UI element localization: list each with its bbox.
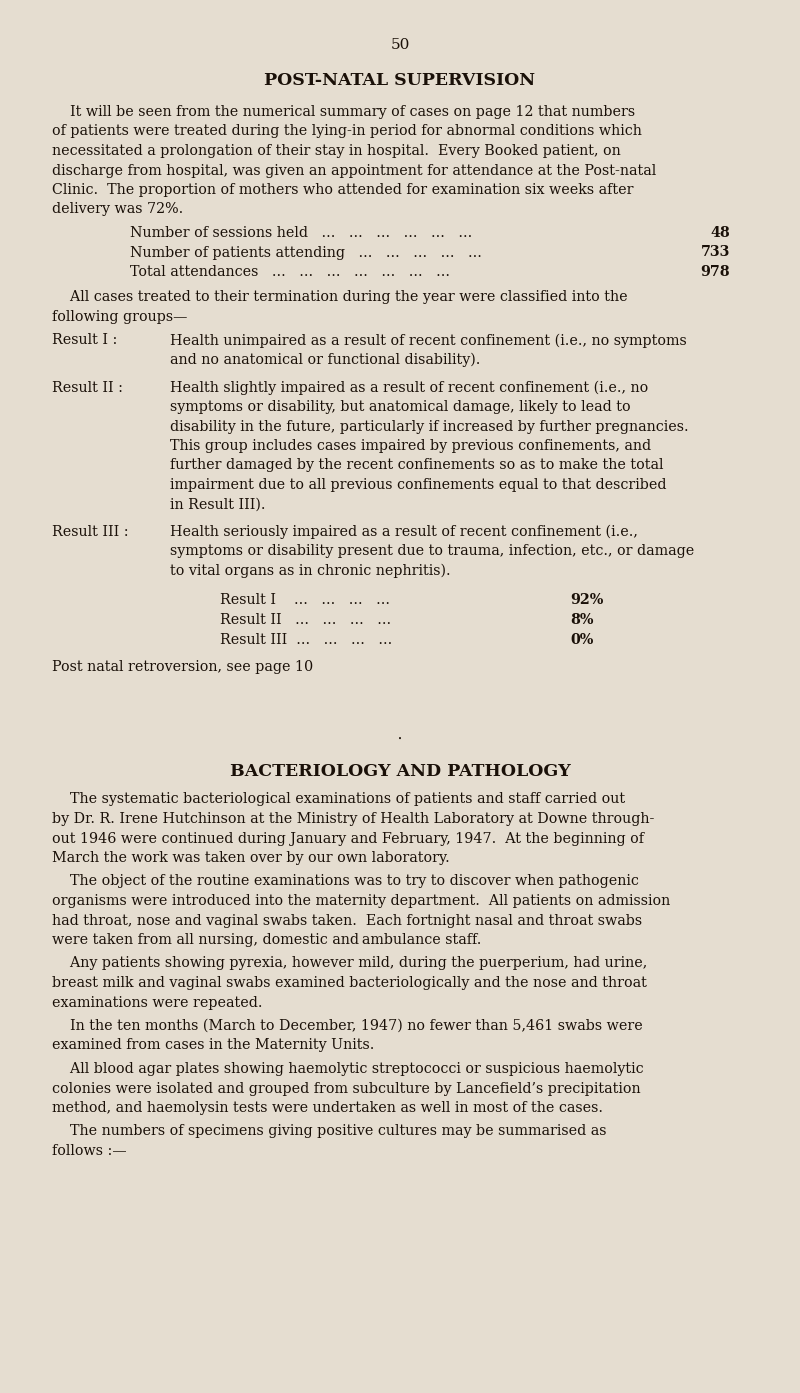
Text: Any patients showing pyrexia, however mild, during the puerperium, had urine,: Any patients showing pyrexia, however mi… [52, 957, 647, 971]
Text: All blood agar plates showing haemolytic streptococci or suspicious haemolytic: All blood agar plates showing haemolytic… [52, 1061, 644, 1075]
Text: necessitated a prolongation of their stay in hospital.  Every Booked patient, on: necessitated a prolongation of their sta… [52, 143, 621, 157]
Text: were taken from all nursing, domestic and ambulance staff.: were taken from all nursing, domestic an… [52, 933, 482, 947]
Text: by Dr. R. Irene Hutchinson at the Ministry of Health Laboratory at Downe through: by Dr. R. Irene Hutchinson at the Minist… [52, 812, 654, 826]
Text: Number of patients attending   ...   ...   ...   ...   ...: Number of patients attending ... ... ...… [130, 245, 482, 259]
Text: of patients were treated during the lying-in period for abnormal conditions whic: of patients were treated during the lyin… [52, 124, 642, 138]
Text: This group includes cases impaired by previous confinements, and: This group includes cases impaired by pr… [170, 439, 651, 453]
Text: The numbers of specimens giving positive cultures may be summarised as: The numbers of specimens giving positive… [52, 1124, 606, 1138]
Text: Post natal retroversion, see page 10: Post natal retroversion, see page 10 [52, 660, 314, 674]
Text: Health slightly impaired as a result of recent confinement (i.e., no: Health slightly impaired as a result of … [170, 380, 648, 394]
Text: Clinic.  The proportion of mothers who attended for examination six weeks after: Clinic. The proportion of mothers who at… [52, 182, 634, 196]
Text: delivery was 72%.: delivery was 72%. [52, 202, 183, 216]
Text: and no anatomical or functional disability).: and no anatomical or functional disabili… [170, 352, 480, 368]
Text: symptoms or disability, but anatomical damage, likely to lead to: symptoms or disability, but anatomical d… [170, 400, 630, 414]
Text: 733: 733 [701, 245, 730, 259]
Text: 92%: 92% [570, 593, 603, 607]
Text: It will be seen from the numerical summary of cases on page 12 that numbers: It will be seen from the numerical summa… [52, 104, 635, 118]
Text: follows :—: follows :— [52, 1144, 126, 1158]
Text: BACTERIOLOGY AND PATHOLOGY: BACTERIOLOGY AND PATHOLOGY [230, 762, 570, 780]
Text: 8%: 8% [570, 613, 594, 627]
Text: Result III  ...   ...   ...   ...: Result III ... ... ... ... [220, 632, 392, 646]
Text: Result III :: Result III : [52, 525, 129, 539]
Text: to vital organs as in chronic nephritis).: to vital organs as in chronic nephritis)… [170, 564, 450, 578]
Text: examined from cases in the Maternity Units.: examined from cases in the Maternity Uni… [52, 1039, 374, 1053]
Text: 978: 978 [700, 265, 730, 279]
Text: Result I :: Result I : [52, 333, 118, 347]
Text: 0%: 0% [570, 632, 594, 646]
Text: had throat, nose and vaginal swabs taken.  Each fortnight nasal and throat swabs: had throat, nose and vaginal swabs taken… [52, 914, 642, 928]
Text: disability in the future, particularly if increased by further pregnancies.: disability in the future, particularly i… [170, 419, 689, 433]
Text: organisms were introduced into the maternity department.  All patients on admiss: organisms were introduced into the mater… [52, 894, 670, 908]
Text: out 1946 were continued during January and February, 1947.  At the beginning of: out 1946 were continued during January a… [52, 832, 644, 846]
Text: The object of the routine examinations was to try to discover when pathogenic: The object of the routine examinations w… [52, 875, 639, 889]
Text: in Result III).: in Result III). [170, 497, 266, 511]
Text: breast milk and vaginal swabs examined bacteriologically and the nose and throat: breast milk and vaginal swabs examined b… [52, 976, 647, 990]
Text: further damaged by the recent confinements so as to make the total: further damaged by the recent confinemen… [170, 458, 663, 472]
Text: Result I    ...   ...   ...   ...: Result I ... ... ... ... [220, 593, 390, 607]
Text: 50: 50 [390, 38, 410, 52]
Text: following groups—: following groups— [52, 311, 187, 325]
Text: •: • [398, 734, 402, 742]
Text: impairment due to all previous confinements equal to that described: impairment due to all previous confineme… [170, 478, 666, 492]
Text: Total attendances   ...   ...   ...   ...   ...   ...   ...: Total attendances ... ... ... ... ... ..… [130, 265, 450, 279]
Text: Number of sessions held   ...   ...   ...   ...   ...   ...: Number of sessions held ... ... ... ... … [130, 226, 472, 240]
Text: In the ten months (March to December, 1947) no fewer than 5,461 swabs were: In the ten months (March to December, 19… [52, 1020, 642, 1034]
Text: All cases treated to their termination during the year were classified into the: All cases treated to their termination d… [52, 291, 628, 305]
Text: Result II   ...   ...   ...   ...: Result II ... ... ... ... [220, 613, 391, 627]
Text: Health seriously impaired as a result of recent confinement (i.e.,: Health seriously impaired as a result of… [170, 525, 638, 539]
Text: method, and haemolysin tests were undertaken as well in most of the cases.: method, and haemolysin tests were undert… [52, 1100, 603, 1114]
Text: examinations were repeated.: examinations were repeated. [52, 996, 262, 1010]
Text: Result II :: Result II : [52, 380, 123, 394]
Text: discharge from hospital, was given an appointment for attendance at the Post-nat: discharge from hospital, was given an ap… [52, 163, 656, 177]
Text: The systematic bacteriological examinations of patients and staff carried out: The systematic bacteriological examinati… [52, 793, 625, 807]
Text: colonies were isolated and grouped from subculture by Lancefield’s precipitation: colonies were isolated and grouped from … [52, 1081, 641, 1095]
Text: Health unimpaired as a result of recent confinement (i.e., no symptoms: Health unimpaired as a result of recent … [170, 333, 686, 348]
Text: POST-NATAL SUPERVISION: POST-NATAL SUPERVISION [265, 72, 535, 89]
Text: March the work was taken over by our own laboratory.: March the work was taken over by our own… [52, 851, 450, 865]
Text: 48: 48 [710, 226, 730, 240]
Text: symptoms or disability present due to trauma, infection, etc., or damage: symptoms or disability present due to tr… [170, 545, 694, 559]
